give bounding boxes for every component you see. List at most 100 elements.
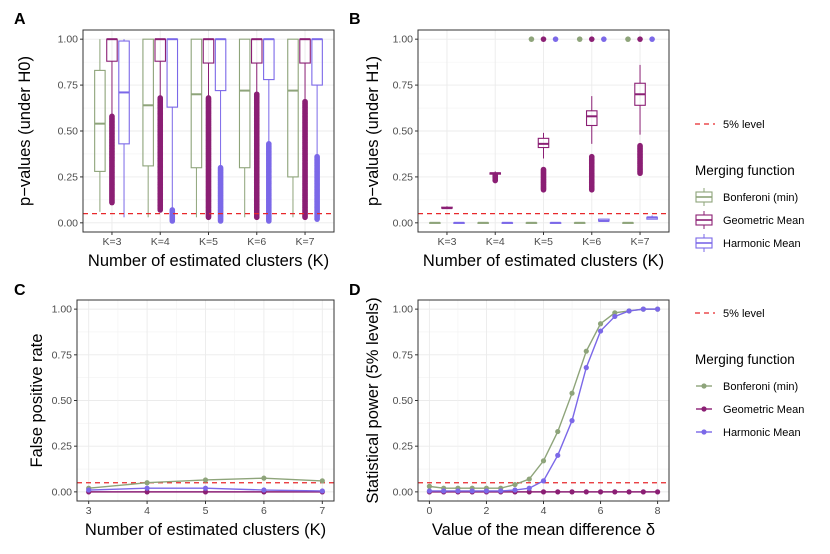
box-body (287, 38, 299, 178)
x-tick-label: 7 (319, 505, 325, 517)
y-axis: 0.00 0.25 0.50 0.75 1.00 (393, 304, 418, 498)
box-geometric-K=3 (441, 206, 453, 210)
box-bonferoni-K=5 (525, 36, 538, 224)
data-point (261, 487, 267, 493)
data-point (569, 390, 575, 396)
x-tick-label: K=7 (296, 236, 315, 248)
x-tick-label: 5 (203, 505, 209, 517)
box-body (202, 38, 215, 64)
legend-item-label: Harmonic Mean (723, 427, 801, 439)
box-harmonic-K=7 (646, 36, 658, 220)
box-harmonic-K=3 (453, 221, 465, 224)
data-point (426, 488, 433, 494)
data-point (202, 489, 209, 495)
x-tick-label: 2 (484, 505, 490, 517)
legend-item-label: Bonferoni (min) (723, 381, 798, 393)
y-tick-label: 0.75 (393, 349, 414, 361)
box-bonferoni-K=6 (238, 38, 251, 218)
data-marks (94, 38, 323, 224)
data-point (555, 489, 561, 495)
legend-key-point (701, 429, 707, 435)
legend-item-label: Geometric Mean (723, 215, 804, 227)
data-point (555, 428, 561, 435)
outlier-point (576, 36, 583, 42)
data-point (640, 489, 646, 495)
panel-label: B (349, 11, 361, 28)
y-tick-label: 0.75 (52, 349, 73, 361)
y-axis-title: False positive rate (28, 334, 46, 468)
panel-label: C (14, 282, 26, 299)
box-bonferoni-K=6 (573, 36, 586, 224)
y-tick-label: 0.50 (58, 126, 79, 138)
panel-label: A (14, 11, 26, 28)
y-tick-label: 0.50 (393, 126, 414, 138)
x-tick-label: K=6 (582, 236, 601, 248)
y-tick-label: 0.25 (393, 171, 414, 183)
outlier-point (552, 36, 559, 42)
data-point (583, 489, 589, 495)
y-tick-label: 1.00 (58, 34, 79, 46)
data-marks (86, 475, 325, 495)
legend-key-bonferoni (696, 383, 712, 389)
data-point (526, 476, 532, 482)
x-axis-title: Value of the mean difference δ (432, 521, 655, 539)
outlier-point (625, 36, 631, 42)
x-tick-label: K=7 (631, 236, 650, 248)
data-point (612, 313, 618, 320)
y-tick-label: 1.00 (393, 304, 414, 316)
box-bonferoni-K=3 (94, 39, 106, 212)
data-point (526, 489, 532, 495)
legend-key-geometric (696, 406, 712, 412)
x-tick-label: 6 (261, 505, 267, 517)
legend-ref-label: 5% level (723, 119, 765, 131)
box-bonferoni-K=4 (477, 221, 489, 224)
outlier-point (637, 36, 643, 42)
data-point (555, 452, 561, 458)
y-tick-label: 0.50 (393, 395, 414, 407)
x-axis-title: Number of estimated clusters (K) (88, 252, 329, 270)
grid (77, 300, 334, 501)
data-point (526, 485, 532, 491)
data-point (319, 478, 325, 484)
legend-title: Merging function (695, 163, 795, 178)
y-tick-label: 0.00 (52, 486, 73, 498)
x-tick-label: K=5 (534, 236, 553, 248)
y-axis-title: Statistical power (5% levels) (364, 297, 382, 503)
x-tick-label: K=3 (437, 236, 456, 248)
y-tick-label: 0.25 (52, 441, 73, 453)
box-body (263, 38, 275, 81)
box-geometric-K=5 (537, 36, 550, 193)
data-point (597, 328, 604, 334)
legend-title: Merging function (695, 352, 795, 367)
box-harmonic-K=5 (549, 36, 562, 224)
x-tick-label: K=6 (247, 236, 266, 248)
x-tick-label: 3 (86, 505, 92, 517)
data-point (512, 487, 518, 493)
box-geometric-K=6 (585, 36, 598, 193)
legend-bottom: 5% level Merging function Bonferoni (min) G… (695, 308, 804, 439)
y-axis-title: p−values (under H0) (16, 56, 34, 206)
box-geometric-K=4 (489, 171, 502, 184)
data-point (469, 488, 475, 494)
outlier-point (540, 166, 547, 173)
panel-label: D (349, 282, 361, 299)
box-body (190, 38, 203, 169)
data-point (426, 483, 433, 489)
data-point (612, 310, 618, 316)
box-body (166, 38, 179, 108)
x-axis: K=3 K=4 K=5 K=6 K=7 (437, 232, 650, 248)
y-axis: 0.00 0.25 0.50 0.75 1.00 (58, 34, 83, 229)
outlier-point (540, 36, 547, 42)
data-point (583, 365, 589, 371)
box-harmonic-K=3 (118, 39, 130, 218)
y-tick-label: 0.25 (58, 171, 79, 183)
box-geometric-K=5 (202, 38, 215, 221)
x-axis: 3 4 5 6 7 (86, 501, 325, 517)
outlier-point (601, 36, 607, 42)
x-tick-label: K=5 (199, 236, 218, 248)
data-point (626, 489, 632, 495)
data-point (441, 488, 447, 494)
box-geometric-K=3 (106, 38, 118, 206)
box-body (238, 38, 251, 169)
